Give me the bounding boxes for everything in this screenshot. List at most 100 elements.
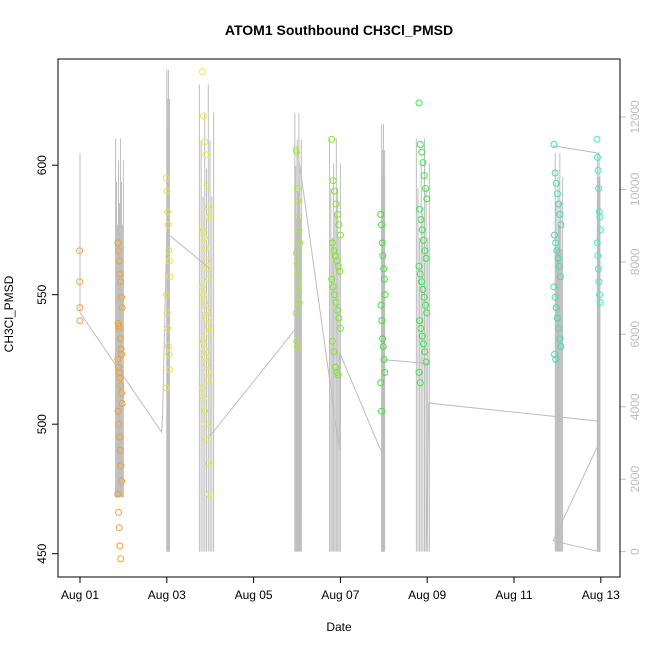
y2-tick-label: 2000 [628, 466, 642, 493]
data-point [594, 166, 602, 174]
data-point [557, 221, 565, 229]
data-point [328, 275, 336, 283]
data-point [415, 262, 423, 270]
data-point [199, 226, 207, 234]
data-point [294, 197, 302, 205]
data-point [596, 226, 604, 234]
data-point [117, 389, 125, 397]
y-axis-label: CH3Cl_PMSD [2, 275, 16, 352]
data-point [418, 278, 426, 286]
data-point [203, 182, 211, 190]
data-point [164, 221, 172, 229]
data-point [202, 257, 210, 265]
data-point [330, 247, 338, 255]
data-point [593, 239, 601, 247]
data-point [378, 407, 385, 415]
data-point [550, 283, 558, 291]
data-point [555, 200, 563, 208]
data-point [204, 203, 212, 211]
y2-tick-label: 8000 [628, 248, 642, 275]
axes: Aug 01 Aug 03 Aug 05 Aug 07 Aug 09 Aug 11 Aug … [35, 100, 642, 602]
x-axis-label: Date [326, 620, 352, 634]
plot-frame [57, 58, 621, 578]
data-point [594, 153, 601, 161]
data-point [198, 68, 206, 76]
data-point [202, 361, 210, 369]
data-point [115, 363, 122, 371]
y-tick-label: 600 [35, 155, 49, 175]
data-point [164, 343, 172, 350]
data-point [200, 345, 208, 353]
data-point [116, 542, 124, 550]
y2-tick-label: 6000 [628, 321, 642, 348]
x-tick-label: Aug 13 [582, 588, 620, 602]
data-point [377, 210, 385, 218]
data-point [204, 265, 212, 273]
data-point [115, 368, 123, 376]
data-point [421, 348, 429, 356]
data-point [553, 314, 561, 322]
data-point [555, 262, 563, 270]
data-point [117, 293, 125, 301]
data-point [199, 337, 207, 345]
data-point [332, 299, 340, 306]
data-point [331, 187, 339, 195]
data-point [164, 324, 172, 332]
data-point [201, 407, 209, 415]
data-point [293, 260, 301, 268]
data-point [201, 353, 209, 361]
data-point [381, 368, 389, 376]
data-point [378, 317, 386, 325]
data-point [379, 335, 387, 343]
data-point [551, 293, 559, 301]
data-point [415, 368, 423, 376]
data-point [118, 400, 126, 407]
x-tick-label: Aug 11 [495, 588, 532, 602]
data-point [295, 299, 303, 306]
data-point [416, 141, 424, 148]
data-point [293, 148, 301, 156]
chart-title: ATOM1 Southbound CH3Cl_PMSD [225, 22, 453, 38]
data-point [556, 273, 564, 281]
data-point [117, 345, 125, 353]
data-point [595, 208, 603, 216]
data-point [116, 374, 124, 382]
data-point [76, 247, 84, 255]
data-point [295, 288, 303, 296]
data-point [115, 508, 122, 516]
data-point [165, 247, 173, 255]
data-point [76, 304, 84, 312]
data-point [165, 350, 173, 358]
y2-tick-label: 10000 [628, 172, 642, 206]
data-point [114, 239, 122, 247]
data-point [379, 252, 387, 260]
data-point [118, 304, 126, 312]
data-point [166, 273, 174, 281]
data-point [205, 376, 213, 384]
data-point [200, 112, 207, 120]
data-point [165, 257, 173, 265]
y-tick-label: 500 [35, 414, 49, 434]
data-point [419, 159, 427, 167]
data-point [114, 407, 122, 415]
data-point [118, 350, 126, 358]
data-point [166, 366, 173, 374]
data-point [117, 381, 125, 389]
data-point [380, 275, 388, 283]
data-point [596, 299, 604, 306]
data-point [203, 436, 211, 444]
data-point [556, 335, 564, 343]
data-point [205, 490, 213, 498]
data-point [334, 210, 341, 218]
data-point [552, 179, 560, 187]
data-point [202, 151, 210, 159]
data-point [417, 216, 425, 224]
data-point [201, 244, 209, 252]
data-point [422, 301, 429, 309]
data-point [116, 335, 124, 343]
data-point [418, 332, 426, 340]
data-point [420, 172, 428, 180]
data-point [416, 379, 424, 387]
data-point [552, 355, 560, 363]
